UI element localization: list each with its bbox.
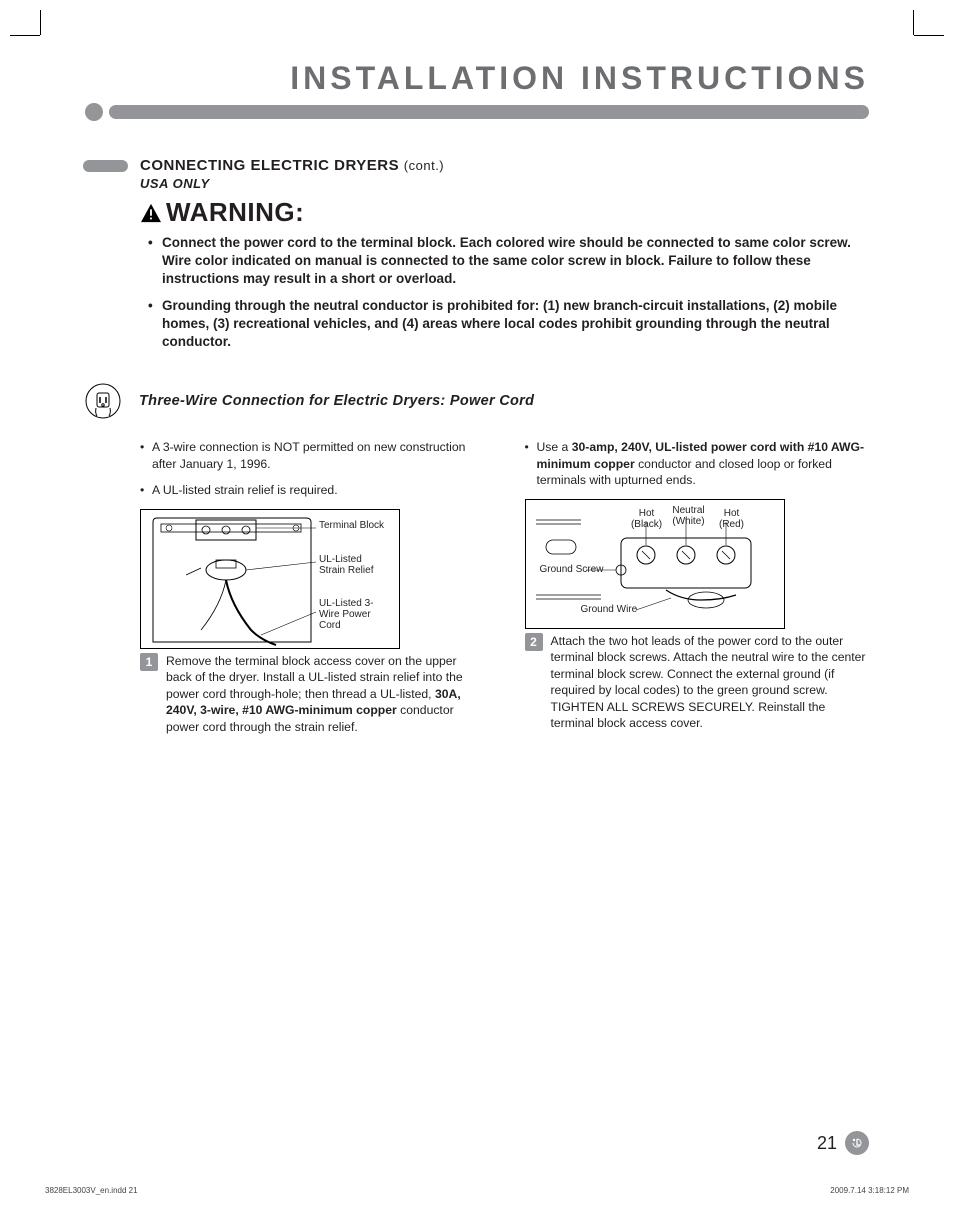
section-heading-row: CONNECTING ELECTRIC DRYERS (cont.)	[140, 157, 869, 174]
content-area: CONNECTING ELECTRIC DRYERS (cont.) USA O…	[85, 157, 869, 735]
bullet-item: Use a 30-amp, 240V, UL-listed power cord…	[525, 439, 870, 488]
warning-heading: WARNING:	[140, 197, 869, 228]
section-heading: CONNECTING ELECTRIC DRYERS (cont.)	[140, 157, 444, 174]
figure-left: Terminal Block UL-Listed Strain Relief U…	[140, 509, 400, 649]
warning-list: Connect the power cord to the terminal b…	[140, 234, 869, 351]
warning-item: Connect the power cord to the terminal b…	[152, 234, 869, 289]
lg-logo-icon	[845, 1131, 869, 1155]
crop-mark	[40, 10, 41, 35]
figure-right: Hot (Black) Neutral (White) Hot (Red) Gr…	[525, 499, 785, 629]
footer-timestamp: 2009.7.14 3:18:12 PM	[830, 1186, 909, 1195]
crop-mark	[914, 35, 944, 36]
fig-label: Hot (Red)	[712, 508, 752, 530]
fig-label: UL-Listed Strain Relief	[319, 554, 389, 576]
header-rule	[85, 103, 869, 121]
plug-icon	[85, 383, 121, 419]
right-column: Use a 30-amp, 240V, UL-listed power cord…	[525, 439, 870, 735]
warning-icon	[140, 203, 162, 223]
subsection-row: Three-Wire Connection for Electric Dryer…	[140, 383, 869, 419]
bullet-item: A UL-listed strain relief is required.	[140, 482, 485, 498]
header-bar	[109, 105, 869, 119]
columns: A 3-wire connection is NOT permitted on …	[140, 439, 869, 735]
warning-item: Grounding through the neutral conductor …	[152, 297, 869, 352]
section-cont: (cont.)	[404, 158, 444, 173]
section-subheading: USA ONLY	[140, 176, 869, 191]
fig-label: Neutral (White)	[668, 505, 710, 527]
step-text-part: Remove the terminal block access cover o…	[166, 654, 463, 701]
section-heading-text: CONNECTING ELECTRIC DRYERS	[140, 157, 399, 174]
section-pill	[83, 160, 128, 172]
step-text: Attach the two hot leads of the power co…	[551, 633, 870, 732]
step-text: Remove the terminal block access cover o…	[166, 653, 485, 735]
step-number: 1	[140, 653, 158, 671]
subsection-title: Three-Wire Connection for Electric Dryer…	[139, 393, 534, 409]
step-1: 1 Remove the terminal block access cover…	[140, 653, 485, 735]
header-dot	[85, 103, 103, 121]
step-2: 2 Attach the two hot leads of the power …	[525, 633, 870, 732]
left-bullets: A 3-wire connection is NOT permitted on …	[140, 439, 485, 498]
footer-file: 3828EL3003V_en.indd 21	[45, 1186, 138, 1195]
fig-label: Hot (Black)	[626, 508, 668, 530]
page-footer: 21	[817, 1131, 869, 1155]
fig-label: Terminal Block	[319, 520, 384, 531]
right-bullets: Use a 30-amp, 240V, UL-listed power cord…	[525, 439, 870, 488]
fig-label: Ground Wire	[581, 604, 638, 615]
page-title: INSTALLATION INSTRUCTIONS	[85, 60, 869, 97]
bullet-part: Use a	[537, 440, 572, 454]
crop-mark	[913, 10, 914, 35]
bullet-item: A 3-wire connection is NOT permitted on …	[140, 439, 485, 472]
fig-label: Ground Screw	[540, 564, 604, 575]
left-column: A 3-wire connection is NOT permitted on …	[140, 439, 485, 735]
step-number: 2	[525, 633, 543, 651]
warning-label-text: WARNING:	[166, 197, 304, 228]
page-number: 21	[817, 1133, 837, 1154]
fig-label: UL-Listed 3-Wire Power Cord	[319, 598, 389, 631]
crop-mark	[10, 35, 40, 36]
